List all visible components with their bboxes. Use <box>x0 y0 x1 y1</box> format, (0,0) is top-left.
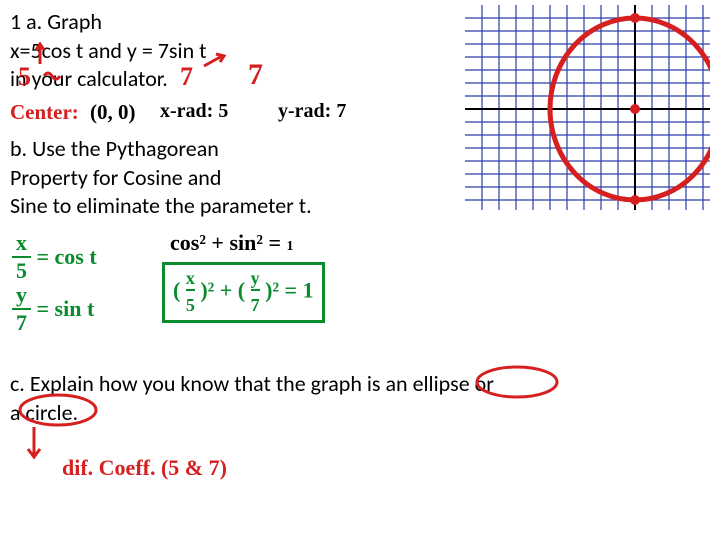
ellipse-equation-box: ( x5 )² + ( y7 )² = 1 <box>162 262 325 323</box>
problem-a-text: 1 a. Graph x=5cos t and y = 7sin t in yo… <box>10 8 390 94</box>
center-value: (0, 0) <box>90 100 136 125</box>
circle-circle-icon <box>18 393 98 428</box>
arrow-icon <box>32 42 52 67</box>
problem-b-line1: b. Use the Pythagorean <box>10 135 420 164</box>
circle-ellipse-icon <box>475 365 560 400</box>
diff-coeff-label: dif. Coeff. (5 & 7) <box>62 455 227 481</box>
problem-c-line1: c. Explain how you know that the graph i… <box>10 370 710 399</box>
graph-svg <box>465 5 710 210</box>
problem-c-text: c. Explain how you know that the graph i… <box>10 370 710 427</box>
problem-a-line1: 1 a. Graph <box>10 8 390 37</box>
annotation-seven-left: 7 <box>180 62 193 92</box>
yrad-label: y-rad: 7 <box>278 100 346 123</box>
annotation-seven-right: 7 <box>248 58 263 92</box>
problem-b-line3: Sine to eliminate the parameter t. <box>10 192 420 221</box>
problem-b-line2: Property for Cosine and <box>10 164 420 193</box>
arrow-icon-2 <box>200 52 230 72</box>
center-label: Center: <box>10 100 79 125</box>
xrad-label: x-rad: 5 <box>160 100 228 123</box>
ellipse-graph <box>465 5 710 210</box>
problem-c-line2: a circle. <box>10 399 710 428</box>
pyth-identity: cos² + sin² = 1 <box>170 230 294 256</box>
eq-y-over-7: y 7 = sin t <box>12 282 94 336</box>
squiggle-icon <box>42 68 62 83</box>
problem-b-text: b. Use the Pythagorean Property for Cosi… <box>10 135 420 221</box>
eq-x-over-5: x 5 = cos t <box>12 230 97 284</box>
arrow-down-icon <box>22 425 52 465</box>
annotation-five: 5 <box>18 62 31 92</box>
